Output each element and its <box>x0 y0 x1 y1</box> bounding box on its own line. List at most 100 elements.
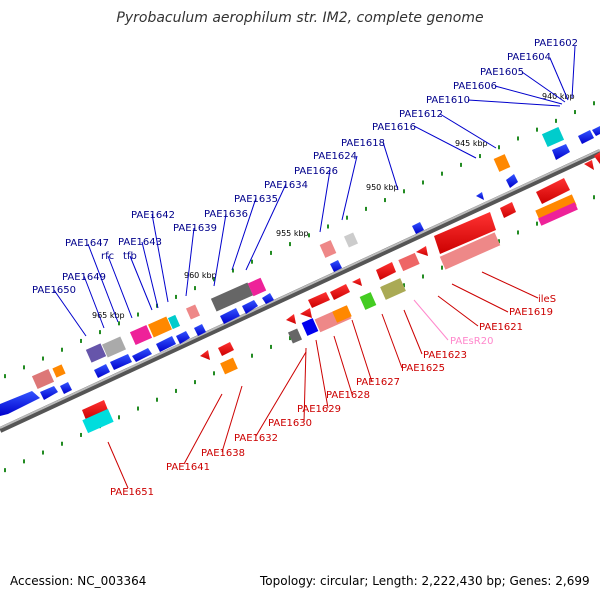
gene-label[interactable]: PAEsR20 <box>450 336 493 347</box>
gene-arrow[interactable] <box>376 262 396 280</box>
gene-arrow[interactable] <box>60 382 72 394</box>
gene-label[interactable]: PAE1641 <box>166 462 210 473</box>
gene-label[interactable]: PAE1629 <box>297 404 341 415</box>
gene-box[interactable] <box>210 282 254 312</box>
gene-arrow[interactable] <box>594 152 600 164</box>
gene-arrow[interactable] <box>194 324 206 336</box>
gene-box[interactable] <box>359 292 377 310</box>
gene-label[interactable]: ileS <box>538 294 556 305</box>
gene-arrow[interactable] <box>330 284 350 300</box>
gene-arrow[interactable] <box>132 348 152 362</box>
gene-label[interactable]: PAE1612 <box>399 109 443 120</box>
gene-box[interactable] <box>102 336 126 358</box>
gene-box[interactable] <box>319 240 337 258</box>
gene-arrow[interactable] <box>352 278 362 286</box>
gene-box[interactable] <box>541 126 565 148</box>
tick-dot <box>99 330 101 335</box>
gene-label[interactable]: PAE1639 <box>173 223 217 234</box>
gene-box[interactable] <box>85 343 107 363</box>
gene-label[interactable]: PAE1635 <box>234 194 278 205</box>
gene-box[interactable] <box>343 232 359 248</box>
gene-arrow[interactable] <box>40 386 58 400</box>
gene-box[interactable] <box>301 318 319 336</box>
gene-arrow[interactable] <box>592 126 600 136</box>
gene-box[interactable] <box>148 316 172 338</box>
gene-box[interactable] <box>380 278 406 300</box>
gene-label[interactable]: PAE1630 <box>268 418 312 429</box>
gene-arrow[interactable] <box>156 336 176 352</box>
gene-arrow[interactable] <box>434 212 496 254</box>
gene-arrow[interactable] <box>0 391 40 416</box>
gene-label[interactable]: PAE1650 <box>32 285 76 296</box>
gene-label[interactable]: PAE1627 <box>356 377 400 388</box>
gene-arrow[interactable] <box>110 354 132 370</box>
gene-box[interactable] <box>52 364 66 378</box>
gene-label[interactable]: PAE1605 <box>480 67 524 78</box>
genome-backbone-highlight <box>0 149 600 429</box>
gene-arrow[interactable] <box>218 342 234 356</box>
gene-box[interactable] <box>31 368 55 390</box>
gene-box[interactable] <box>185 304 201 320</box>
gene-label[interactable]: PAE1619 <box>509 307 553 318</box>
gene-label[interactable]: PAE1621 <box>479 322 523 333</box>
gene-arrow[interactable] <box>500 202 516 218</box>
gene-box[interactable] <box>167 314 181 330</box>
gene-arrow[interactable] <box>552 144 570 160</box>
gene-label[interactable]: PAE1634 <box>264 180 308 191</box>
gene-arrow[interactable] <box>578 130 594 144</box>
gene-arrow[interactable] <box>308 292 330 308</box>
gene-arrow[interactable] <box>300 308 312 318</box>
gene-arrow[interactable] <box>262 293 274 304</box>
gene-label[interactable]: PAE1618 <box>341 138 385 149</box>
gene-label[interactable]: PAE1643 <box>118 237 162 248</box>
gene-label[interactable]: PAE1602 <box>534 38 578 49</box>
tick-dot <box>270 250 272 255</box>
gene-label[interactable]: PAE1606 <box>453 81 497 92</box>
gene-label[interactable]: PAE1625 <box>401 363 445 374</box>
gene-box[interactable] <box>538 202 578 226</box>
gene-label[interactable]: PAE1647 <box>65 238 109 249</box>
gene-arrow[interactable] <box>176 331 190 344</box>
gene-arrow[interactable] <box>536 178 570 204</box>
gene-label[interactable]: PAE1651 <box>110 487 154 498</box>
gene-label[interactable]: PAE1624 <box>313 151 357 162</box>
gene-box[interactable] <box>247 277 267 297</box>
gene-box[interactable] <box>220 357 238 375</box>
gene-label[interactable]: PAE1604 <box>507 52 551 63</box>
gene-arrow[interactable] <box>286 314 296 324</box>
gene-arrow[interactable] <box>242 300 258 314</box>
gene-label[interactable]: PAE1626 <box>294 166 338 177</box>
gene-label[interactable]: PAE1628 <box>326 390 370 401</box>
gene-label[interactable]: PAE1636 <box>204 209 248 220</box>
gene-label[interactable]: PAE1638 <box>201 448 245 459</box>
gene-box[interactable] <box>82 408 114 434</box>
gene-box[interactable] <box>332 305 352 323</box>
gene-label[interactable]: rfc <box>101 251 114 262</box>
gene-box[interactable] <box>439 232 501 270</box>
gene-arrow[interactable] <box>94 364 110 378</box>
gene-arrow[interactable] <box>584 160 594 170</box>
gene-label[interactable]: PAE1623 <box>423 350 467 361</box>
gene-label[interactable]: PAE1610 <box>426 95 470 106</box>
gene-box[interactable] <box>398 252 420 272</box>
gene-arrow[interactable] <box>220 308 240 324</box>
gene-box[interactable] <box>493 154 511 172</box>
gene-arrow[interactable] <box>476 192 484 200</box>
gene-label[interactable]: PAE1616 <box>372 122 416 133</box>
gene-label[interactable]: PAE1649 <box>62 272 106 283</box>
gene-arrow[interactable] <box>200 350 210 360</box>
gene-label[interactable]: tfb <box>123 251 137 262</box>
gene-box[interactable] <box>535 194 577 222</box>
gene-arrow[interactable] <box>82 400 108 420</box>
gene-label[interactable]: PAE1632 <box>234 433 278 444</box>
tick-dot <box>498 145 500 150</box>
gene-box[interactable] <box>129 324 153 346</box>
gene-box[interactable] <box>287 328 303 344</box>
gene-arrow[interactable] <box>506 174 518 188</box>
gene-arrow[interactable] <box>416 246 428 256</box>
gene-label[interactable]: PAE1642 <box>131 210 175 221</box>
gene-arrow[interactable] <box>330 260 342 272</box>
gene-arrow[interactable] <box>412 222 424 234</box>
tick-label-945: 945 kbp <box>455 139 488 148</box>
